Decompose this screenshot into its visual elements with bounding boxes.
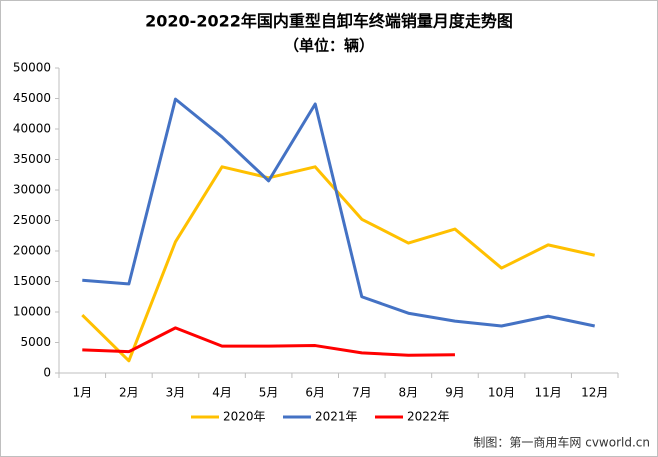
y-tick-label: 50000 xyxy=(13,61,51,75)
y-tick-label: 40000 xyxy=(13,122,51,136)
legend-label: 2020年 xyxy=(223,410,266,424)
x-tick-label: 3月 xyxy=(166,386,186,400)
y-tick-label: 45000 xyxy=(13,91,51,105)
y-tick-label: 25000 xyxy=(13,213,51,227)
source: 制图：第一商用车网 cvworld.cn xyxy=(473,435,650,450)
x-tick-label: 7月 xyxy=(352,386,372,400)
legend-label: 2021年 xyxy=(315,410,358,424)
x-tick-label: 11月 xyxy=(534,386,561,400)
x-tick-label: 9月 xyxy=(445,386,465,400)
x-tick-label: 5月 xyxy=(259,386,279,400)
y-tick-label: 20000 xyxy=(13,244,51,258)
legend-label: 2022年 xyxy=(407,410,450,424)
y-tick-label: 30000 xyxy=(13,183,51,197)
y-tick-label: 15000 xyxy=(13,274,51,288)
y-tick-label: 10000 xyxy=(13,305,51,319)
y-tick-label: 5000 xyxy=(20,335,51,349)
x-tick-label: 1月 xyxy=(72,386,92,400)
x-tick-label: 6月 xyxy=(305,386,325,400)
y-tick-label: 0 xyxy=(43,366,51,380)
x-tick-label: 2月 xyxy=(119,386,139,400)
chart-subtitle: （单位：辆） xyxy=(284,37,374,55)
chart-title: 2020-2022年国内重型自卸车终端销量月度走势图 xyxy=(145,12,513,31)
x-tick-label: 10月 xyxy=(488,386,515,400)
y-tick-label: 35000 xyxy=(13,152,51,166)
series-line xyxy=(82,97,596,328)
series-line xyxy=(81,165,596,363)
x-tick-label: 12月 xyxy=(581,386,608,400)
x-tick-label: 4月 xyxy=(212,386,232,400)
x-tick-label: 8月 xyxy=(399,386,419,400)
series-line xyxy=(82,326,455,357)
